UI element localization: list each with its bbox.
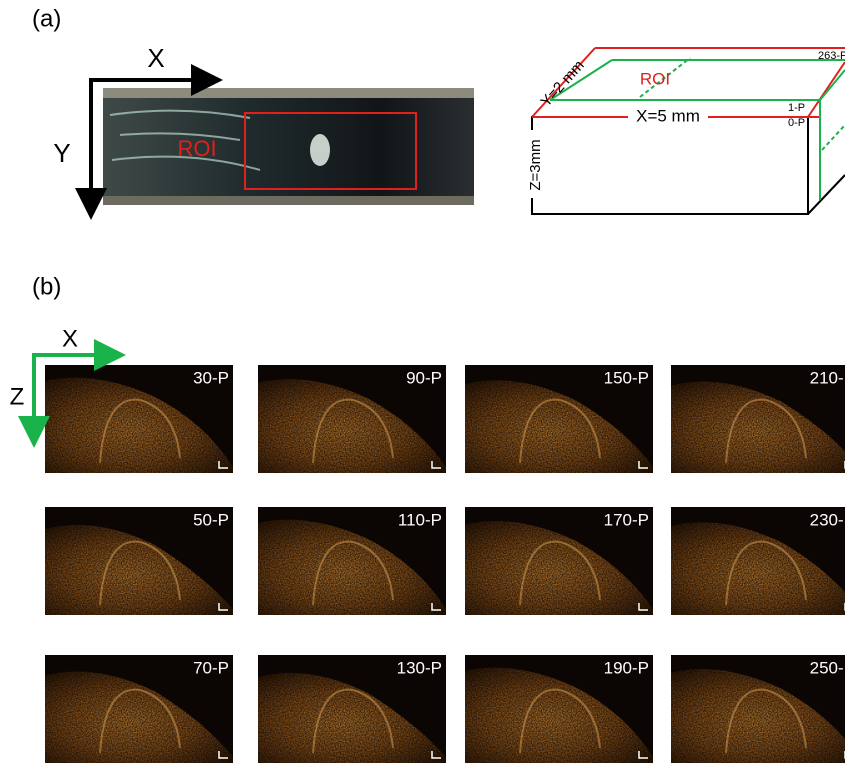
tile-grid: 30-P 90-P 150-P 210-P 50-P 110-P 170-P 230-P 70-… bbox=[45, 365, 845, 763]
slice-label: 0-P bbox=[788, 117, 805, 129]
box-edge bbox=[808, 62, 845, 117]
photo-bg bbox=[103, 88, 474, 205]
tile-label: 130-P bbox=[397, 658, 442, 677]
tile-label: 150-P bbox=[604, 368, 649, 387]
z-dim: Z=3mm bbox=[527, 139, 544, 190]
tile-label: 110-P bbox=[398, 510, 442, 529]
oct-tile: 130-P bbox=[258, 655, 446, 763]
x-dim: X=5 mm bbox=[636, 106, 700, 125]
photo-texture bbox=[310, 134, 330, 166]
tile-label: 90-P bbox=[406, 368, 442, 387]
box-edge bbox=[808, 175, 845, 214]
oct-tile: 230-P bbox=[671, 507, 845, 615]
oct-tile: 190-P bbox=[465, 655, 653, 763]
x-axis-label: X bbox=[62, 325, 78, 352]
tile-label: 250-P bbox=[810, 658, 845, 677]
slice bbox=[822, 125, 845, 150]
z-axis-label: Z bbox=[10, 383, 25, 410]
oct-tile: 170-P bbox=[465, 507, 653, 615]
photo-edge bbox=[103, 88, 474, 98]
photo-edge bbox=[103, 196, 474, 205]
box-front bbox=[532, 117, 808, 214]
tile-label: 70-P bbox=[193, 658, 229, 677]
roi-label: ROI bbox=[177, 136, 216, 161]
tile-label: 210-P bbox=[810, 368, 845, 387]
y-axis-label: Y bbox=[53, 138, 70, 168]
photo: ROI bbox=[103, 88, 474, 205]
oct-tile: 150-P bbox=[465, 365, 653, 473]
oct-tile: 250-P bbox=[671, 655, 845, 763]
oct-tile: 110-P bbox=[258, 507, 446, 615]
oct-tile: 50-P bbox=[45, 507, 233, 615]
panel-label: (a) bbox=[32, 5, 61, 32]
oct-tile: 90-P bbox=[258, 365, 446, 473]
figure: (a) ROI X Y ROI X=5 mm Y=2 mm Z=3mm 263-… bbox=[0, 0, 845, 765]
panel-label: (b) bbox=[32, 273, 61, 300]
oct-tile: 30-P bbox=[45, 365, 233, 473]
slice bbox=[820, 70, 845, 100]
tile-label: 170-P bbox=[604, 510, 649, 529]
slice-label: 263-P bbox=[818, 50, 845, 62]
roi-label: ROI bbox=[640, 69, 670, 88]
slice-label: 1-P bbox=[788, 102, 805, 114]
oct-tile: 70-P bbox=[45, 655, 233, 763]
x-axis-label: X bbox=[147, 43, 164, 73]
oct-tile: 210-P bbox=[671, 365, 845, 473]
tile-label: 50-P bbox=[193, 510, 229, 529]
tile-label: 30-P bbox=[193, 368, 229, 387]
y-dim: Y=2 mm bbox=[537, 57, 587, 110]
tile-label: 190-P bbox=[604, 658, 649, 677]
tile-label: 230-P bbox=[810, 510, 845, 529]
